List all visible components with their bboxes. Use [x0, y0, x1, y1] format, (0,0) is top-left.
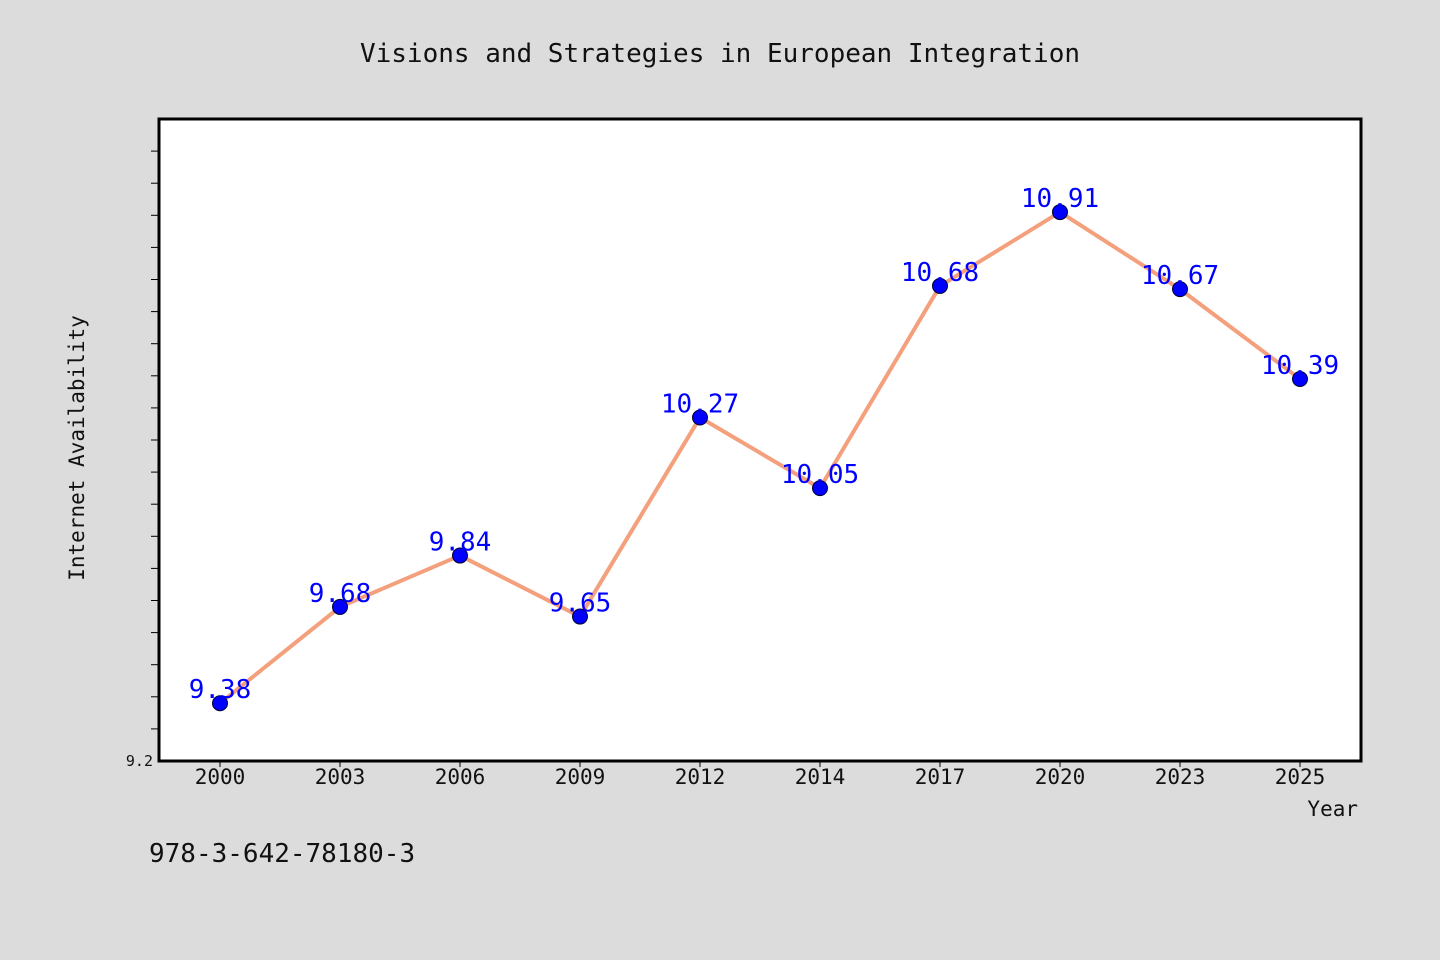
chart-title: Visions and Strategies in European Integ…	[360, 39, 1080, 69]
x-tick-label: 2012	[675, 765, 726, 789]
y-axis-ticks	[151, 150, 159, 730]
data-label: 10.27	[661, 390, 739, 420]
data-point	[452, 547, 468, 564]
data-label: 10.05	[781, 460, 859, 490]
x-tick-label: 2009	[555, 765, 606, 789]
data-label: 9.84	[429, 528, 492, 558]
data-point	[572, 608, 588, 625]
y-tick-label-min: 9.2	[126, 752, 153, 770]
series-line	[218, 210, 1302, 706]
plot-area	[157, 117, 1363, 763]
x-axis-ticks: 2000 2003 2006 2009 2012 2014 2017 2020 2023 2025	[195, 761, 1326, 789]
x-tick-label: 2000	[195, 765, 246, 789]
x-tick-label: 2025	[1275, 765, 1326, 789]
x-tick-label: 2023	[1155, 765, 1206, 789]
data-label: 10.67	[1141, 261, 1219, 291]
data-label: 9.68	[309, 579, 372, 609]
x-tick-label: 2017	[915, 765, 966, 789]
x-tick-label: 2006	[435, 765, 486, 789]
data-label: 9.65	[549, 589, 612, 619]
data-point	[332, 598, 348, 615]
data-point	[1292, 371, 1308, 388]
data-point	[1172, 281, 1188, 298]
data-label: 10.68	[901, 258, 979, 288]
data-point	[932, 277, 948, 294]
y-axis-label: Internet Availability	[65, 315, 89, 581]
x-axis-label: Year	[1307, 797, 1358, 821]
series-group: 9.38 9.68 9.84 9.65 10.27 10.05 10.68 10.91 10.6…	[189, 184, 1339, 712]
isbn-footer: 978-3-642-78180-3	[149, 839, 415, 869]
data-point	[1052, 204, 1068, 221]
x-tick-label: 2020	[1035, 765, 1086, 789]
data-point	[692, 409, 708, 426]
data-label: 10.39	[1261, 351, 1339, 381]
data-point	[212, 695, 228, 712]
data-point	[812, 480, 828, 497]
x-tick-label: 2014	[795, 765, 846, 789]
data-label: 9.38	[189, 675, 252, 705]
x-tick-label: 2003	[315, 765, 366, 789]
data-label: 10.91	[1021, 184, 1099, 214]
